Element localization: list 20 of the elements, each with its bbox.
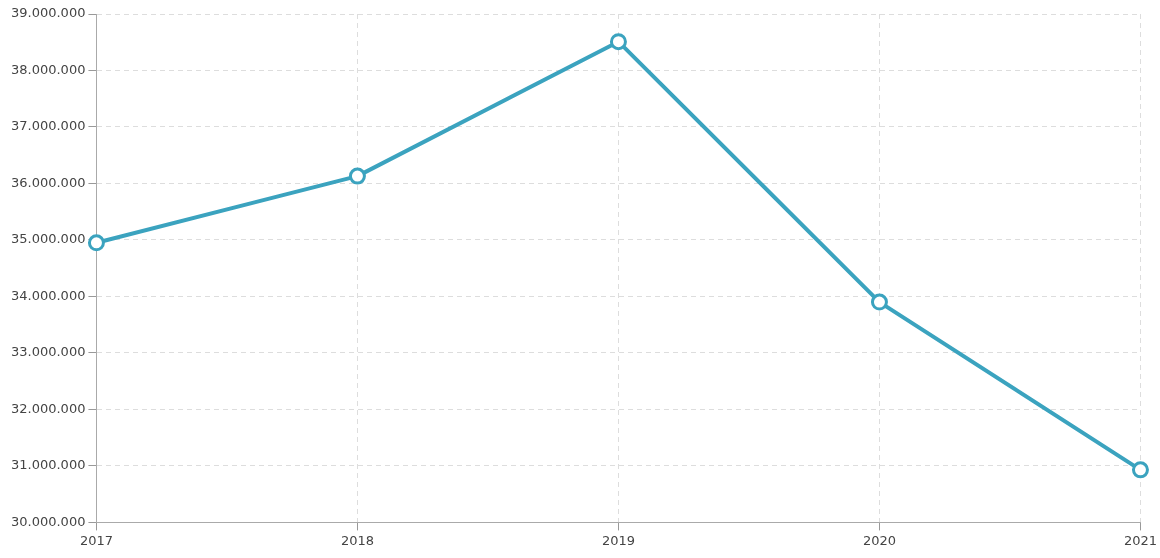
x-tick-label: 2021 [1123,532,1157,548]
point [348,167,366,185]
point [870,293,888,311]
y-tick-label: 37.000.000 [11,118,86,134]
y-tick-label: 32.000.000 [11,400,86,416]
x-tick-label: 2018 [340,532,374,548]
y-tick-label: 39.000.000 [11,5,86,21]
point [87,234,105,252]
x-tick-label: 2020 [862,532,896,548]
y-tick-label: 36.000.000 [11,174,86,190]
y-tick-label: 31.000.000 [11,457,86,473]
point [609,33,627,51]
x-tick-label: 2017 [79,532,113,548]
y-tick-label: 35.000.000 [11,231,86,247]
point [1131,461,1149,479]
y-tick-label: 33.000.000 [11,344,86,360]
y-tick-label: 38.000.000 [11,61,86,77]
x-tick-label: 2019 [601,532,635,548]
y-tick-label: 30.000.000 [11,513,86,529]
y-tick-label: 34.000.000 [11,287,86,303]
